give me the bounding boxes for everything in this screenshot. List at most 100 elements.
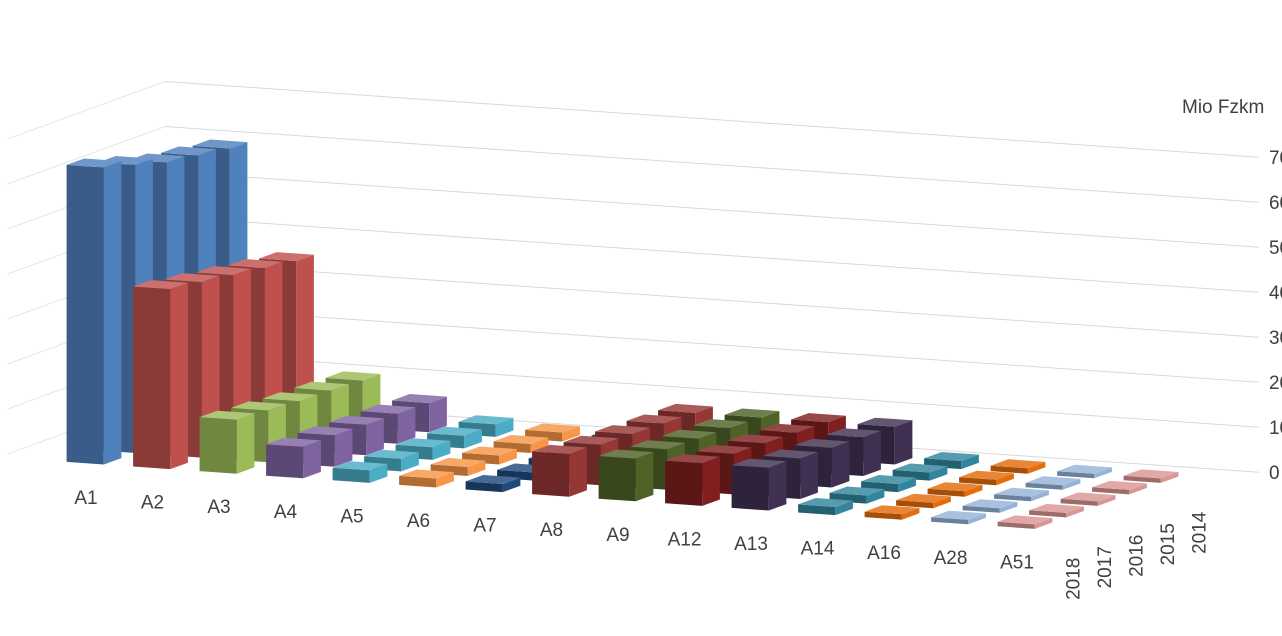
- bar-top-face: [1029, 503, 1084, 513]
- bar-side-face: [702, 456, 720, 506]
- bar-side-face: [369, 463, 388, 483]
- bar-top-face: [959, 470, 1014, 480]
- bar-side-face: [1027, 461, 1046, 474]
- bar-side-face: [562, 426, 580, 442]
- bar-top-face: [1123, 469, 1179, 479]
- bar: [990, 459, 1046, 474]
- bar: [1123, 469, 1179, 483]
- bar-side-face: [635, 452, 654, 502]
- bar-side-face: [1066, 506, 1084, 518]
- bar: [798, 498, 853, 516]
- category-label: A3: [207, 497, 230, 518]
- bar-top-face: [962, 499, 1018, 509]
- bar-side-face: [236, 413, 255, 474]
- bar-top-face: [896, 493, 951, 503]
- bar-front-face: [598, 456, 636, 502]
- bar: [598, 449, 654, 502]
- side-gridline: [7, 81, 166, 140]
- bar-front-face: [199, 417, 237, 474]
- bar-side-face: [429, 396, 447, 433]
- bar-top-face: [360, 404, 416, 414]
- bar-front-face: [399, 475, 437, 488]
- bar-top-face: [462, 446, 517, 456]
- bar-side-face: [831, 441, 850, 488]
- y-axis-label: Mio Fzkm: [1182, 97, 1264, 118]
- bar-front-face: [665, 460, 703, 506]
- gridline: [165, 216, 1260, 293]
- bar-top-face: [161, 146, 216, 156]
- bar: [332, 461, 388, 483]
- bar-top-face: [430, 458, 486, 467]
- bar-top-face: [798, 498, 853, 507]
- bar-side-face: [530, 437, 549, 453]
- bar: [994, 487, 1049, 502]
- bar-top-face: [364, 449, 419, 459]
- bars: [66, 139, 1179, 529]
- bar-top-face: [731, 458, 787, 468]
- bar-top-face: [133, 280, 188, 290]
- bar-side-face: [1097, 495, 1116, 506]
- bar-side-face: [464, 429, 482, 449]
- bar-top-face: [1057, 464, 1112, 474]
- category-label: A28: [934, 548, 968, 569]
- bar-top-face: [763, 449, 818, 459]
- bar-side-face: [894, 420, 913, 465]
- bar-side-face: [432, 440, 451, 460]
- bar-side-face: [366, 418, 384, 456]
- bar-top-face: [199, 410, 255, 420]
- bar-side-face: [968, 513, 986, 525]
- bar-front-face: [997, 521, 1035, 529]
- bar-top-face: [791, 413, 846, 423]
- series-labels: 2018 2017 2016 2015 2014: [1064, 511, 1211, 600]
- y-tick-label: 0: [1269, 463, 1280, 484]
- bar-top-face: [861, 475, 916, 484]
- bar-top-face: [399, 469, 454, 479]
- bar: [399, 469, 454, 488]
- gridline: [165, 171, 1260, 248]
- bar: [66, 158, 122, 465]
- bar-top-face: [196, 266, 251, 276]
- bar-front-face: [266, 444, 304, 479]
- bar-side-face: [569, 447, 587, 497]
- series-label: 2018: [1064, 558, 1085, 600]
- bar-top-face: [931, 510, 986, 520]
- bar-side-face: [1031, 490, 1049, 502]
- bar-top-face: [724, 408, 780, 418]
- bar: [1060, 492, 1116, 506]
- bar-front-face: [927, 488, 965, 497]
- category-label: A13: [734, 534, 768, 555]
- bar-top-face: [427, 426, 482, 436]
- bar: [731, 458, 787, 511]
- bar-front-face: [1057, 471, 1095, 479]
- bar-side-face: [264, 261, 283, 435]
- bar-front-face: [864, 511, 902, 520]
- y-tick-label: 700: [1269, 148, 1282, 169]
- bar-front-face: [962, 505, 1000, 513]
- bar-side-face: [961, 454, 979, 470]
- category-label: A51: [1000, 552, 1034, 573]
- bar-top-face: [630, 440, 685, 450]
- bar: [931, 510, 986, 525]
- bar-side-face: [296, 254, 314, 424]
- bar-front-face: [731, 465, 769, 511]
- bar-side-face: [170, 282, 188, 470]
- bar-top-face: [693, 419, 748, 429]
- bar-side-face: [999, 501, 1018, 513]
- bar-side-face: [996, 473, 1014, 486]
- bar-front-face: [990, 465, 1028, 474]
- bar-top-face: [266, 437, 321, 447]
- bar: [864, 505, 920, 520]
- bar: [997, 515, 1053, 529]
- bar: [1029, 503, 1084, 518]
- bar-front-face: [959, 477, 997, 486]
- bar-top-face: [259, 252, 314, 262]
- bar-side-face: [303, 440, 321, 479]
- bar-front-face: [798, 504, 836, 516]
- bar-top-face: [661, 429, 717, 439]
- bar: [1092, 480, 1147, 495]
- bar-top-face: [892, 463, 948, 473]
- bar-top-face: [857, 417, 913, 427]
- bar: [927, 482, 983, 497]
- bar-top-face: [392, 394, 447, 404]
